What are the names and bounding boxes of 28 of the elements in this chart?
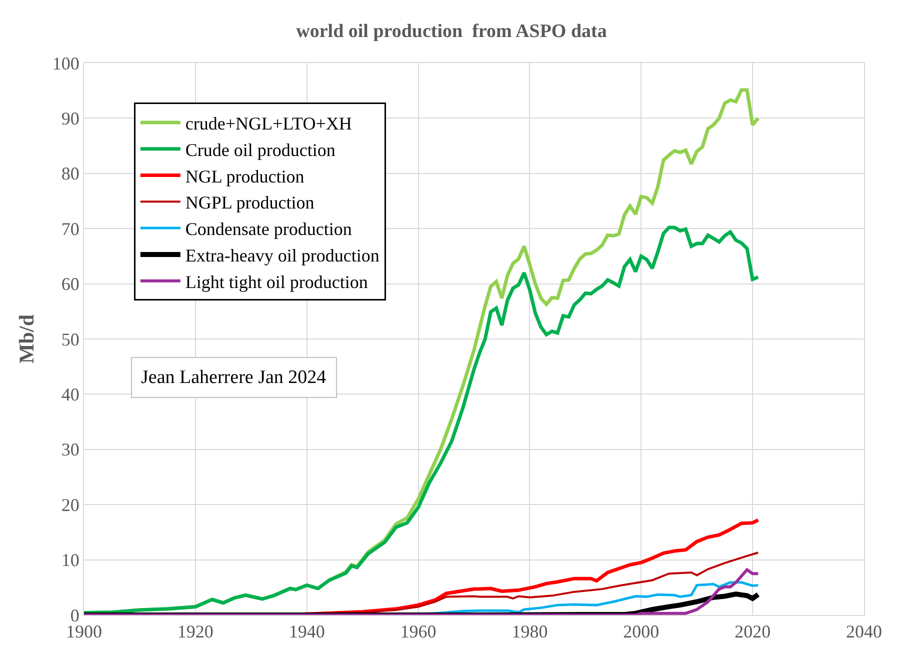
y-tick-label: 10 [61, 550, 80, 570]
legend-label: crude+NGL+LTO+XH [185, 113, 352, 134]
y-tick-label: 50 [61, 329, 80, 350]
y-tick-label: 30 [61, 440, 80, 460]
x-tick-label: 1940 [288, 622, 325, 642]
y-tick-label: 80 [61, 164, 80, 184]
x-tick-label: 2040 [846, 622, 882, 642]
x-tick-label: 2020 [734, 622, 771, 642]
y-tick-label: 100 [52, 53, 80, 74]
x-tick-label: 2000 [623, 622, 660, 642]
x-tick-label: 1960 [400, 622, 436, 642]
line-series [84, 568, 760, 615]
x-tick-label: 1920 [177, 622, 214, 642]
y-axis-title: Mb/d [14, 314, 39, 364]
chart-title: world oil production from ASPO data [296, 20, 608, 42]
legend-label: Crude oil production [185, 140, 336, 160]
legend-label: NGPL production [185, 192, 314, 213]
legend-label: Light tight oil production [185, 272, 368, 292]
x-tick-label: 1980 [512, 622, 548, 642]
y-tick-label: 60 [61, 274, 80, 294]
legend-label: Extra-heavy oil production [185, 245, 380, 266]
legend-label: NGL production [185, 166, 304, 186]
legend-label: Condensate production [185, 219, 352, 240]
y-tick-label: 20 [61, 494, 80, 515]
y-tick-label: 70 [61, 218, 80, 239]
y-tick-label: 40 [61, 384, 80, 404]
annotation: Jean Laherrere Jan 2024 [141, 367, 327, 388]
y-tick-label: 90 [61, 108, 80, 128]
